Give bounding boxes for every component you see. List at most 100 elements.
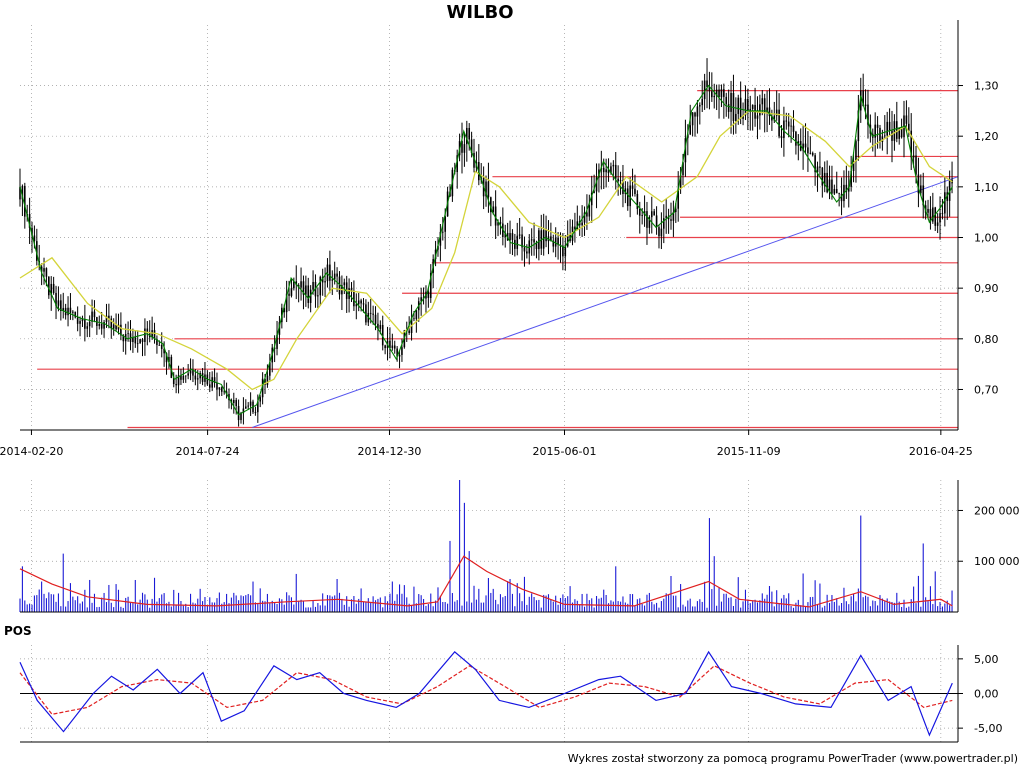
candle-body xyxy=(132,337,134,343)
candle-body xyxy=(648,217,651,228)
candle-body xyxy=(785,120,788,122)
price-tick-label: 1,30 xyxy=(974,80,999,93)
candle-body xyxy=(908,123,910,131)
date-tick-label: 2015-06-01 xyxy=(533,445,597,458)
candle-body xyxy=(374,314,377,324)
candle-body xyxy=(468,127,471,140)
candle-body xyxy=(362,303,365,305)
candle-body xyxy=(100,323,103,329)
candle-body xyxy=(518,234,521,236)
candle-body xyxy=(338,276,341,295)
candle-body xyxy=(242,408,245,413)
date-tick-label: 2016-04-25 xyxy=(909,445,973,458)
candle-body xyxy=(257,401,259,413)
candle-body xyxy=(108,315,110,319)
candle-body xyxy=(802,143,804,151)
candle-body xyxy=(168,356,170,363)
candle-body xyxy=(91,311,93,322)
candle-body xyxy=(50,283,53,296)
candle-body xyxy=(105,315,108,323)
candle-body xyxy=(86,326,89,329)
candle-body xyxy=(944,192,946,214)
candle-body xyxy=(331,279,334,281)
candle-body xyxy=(838,193,840,195)
candle-body xyxy=(641,215,643,216)
candle-body xyxy=(706,80,708,87)
candle-body xyxy=(122,335,125,342)
candle-body xyxy=(939,213,941,223)
candle-body xyxy=(189,369,192,374)
candle-body xyxy=(915,155,917,175)
indicator-signal-line xyxy=(19,665,953,715)
candle-body xyxy=(499,222,502,224)
candle-body xyxy=(398,354,401,357)
candle-body xyxy=(679,175,682,189)
candle-body xyxy=(708,86,711,92)
candle-body xyxy=(857,110,860,142)
candle-body xyxy=(48,276,50,296)
candle-body xyxy=(864,104,867,107)
candle-body xyxy=(725,96,728,105)
candle-body xyxy=(36,241,38,261)
candle-body xyxy=(249,401,252,406)
candle-body xyxy=(237,406,240,421)
candle-body xyxy=(165,353,168,363)
candle-body xyxy=(136,343,139,345)
indicator-tick-label: 0,00 xyxy=(974,688,999,701)
candle-body xyxy=(795,131,797,146)
candle-body xyxy=(21,185,24,200)
candle-body xyxy=(180,375,182,380)
date-tick-label: 2014-02-20 xyxy=(0,445,63,458)
candle-body xyxy=(333,273,336,280)
candle-body xyxy=(266,375,269,385)
candle-body xyxy=(211,377,213,388)
indicator-panel xyxy=(19,650,958,737)
volume-panel xyxy=(19,480,953,612)
candle-body xyxy=(727,104,730,112)
candle-body xyxy=(348,288,350,299)
candle-body xyxy=(823,172,826,186)
candle-body xyxy=(701,99,704,106)
candle-body xyxy=(910,130,913,158)
candle-body xyxy=(466,127,468,145)
candle-body xyxy=(792,125,795,132)
candle-body xyxy=(199,373,201,379)
candle-body xyxy=(535,242,538,250)
candle-body xyxy=(867,104,869,125)
candle-body xyxy=(379,324,382,329)
candle-body xyxy=(828,179,831,193)
price-lines xyxy=(19,84,953,416)
candle-body xyxy=(674,208,677,213)
candle-body xyxy=(905,115,908,124)
candle-body xyxy=(655,215,658,228)
candle-body xyxy=(523,247,526,252)
price-tick-label: 0,70 xyxy=(974,383,999,396)
candle-body xyxy=(759,104,761,116)
candle-body xyxy=(912,155,915,158)
candle-body xyxy=(886,121,888,136)
candle-body xyxy=(773,115,776,121)
candle-body xyxy=(682,162,684,176)
date-tick-label: 2014-07-24 xyxy=(176,445,240,458)
candle-body xyxy=(487,181,490,198)
candle-body xyxy=(172,377,175,385)
candle-body xyxy=(586,212,588,217)
support-resistance-levels xyxy=(37,89,958,429)
candle-body xyxy=(290,288,293,296)
price-tick-label: 0,80 xyxy=(974,333,999,346)
candle-body xyxy=(583,212,586,223)
candle-body xyxy=(936,222,939,226)
date-tick-label: 2014-12-30 xyxy=(358,445,422,458)
candle-body xyxy=(232,399,235,404)
date-tick-label: 2015-11-09 xyxy=(717,445,781,458)
candle-body xyxy=(353,290,355,307)
candle-body xyxy=(67,307,69,316)
candle-body xyxy=(278,322,281,335)
candle-body xyxy=(163,348,165,354)
candle-body xyxy=(610,166,612,174)
candle-body xyxy=(40,266,43,272)
candle-body xyxy=(509,233,511,241)
candle-body xyxy=(208,384,211,388)
price-line xyxy=(19,84,953,416)
chart-title: WILBO xyxy=(446,2,514,23)
